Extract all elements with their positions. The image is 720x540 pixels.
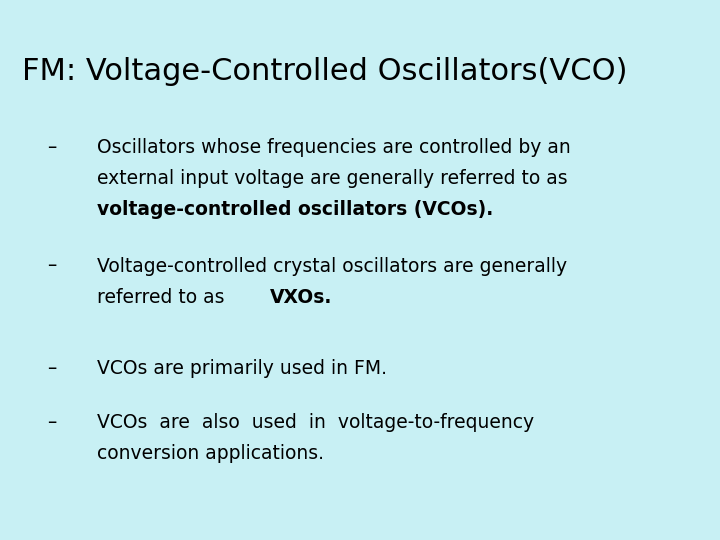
Text: referred to as: referred to as xyxy=(97,288,230,307)
Text: conversion applications.: conversion applications. xyxy=(97,444,324,463)
Text: FM: Voltage-Controlled Oscillators(VCO): FM: Voltage-Controlled Oscillators(VCO) xyxy=(22,57,627,86)
Text: voltage-controlled oscillators (VCOs).: voltage-controlled oscillators (VCOs). xyxy=(97,200,493,219)
Text: VCOs are primarily used in FM.: VCOs are primarily used in FM. xyxy=(97,359,387,378)
Text: Voltage-controlled crystal oscillators are generally: Voltage-controlled crystal oscillators a… xyxy=(97,256,567,275)
Text: –: – xyxy=(47,359,56,378)
Text: Oscillators whose frequencies are controlled by an: Oscillators whose frequencies are contro… xyxy=(97,138,571,157)
Text: VXOs.: VXOs. xyxy=(269,288,332,307)
Text: –: – xyxy=(47,138,56,157)
Text: –: – xyxy=(47,256,56,275)
Text: –: – xyxy=(47,413,56,432)
Text: VCOs  are  also  used  in  voltage-to-frequency: VCOs are also used in voltage-to-frequen… xyxy=(97,413,534,432)
Text: external input voltage are generally referred to as: external input voltage are generally ref… xyxy=(97,169,568,188)
